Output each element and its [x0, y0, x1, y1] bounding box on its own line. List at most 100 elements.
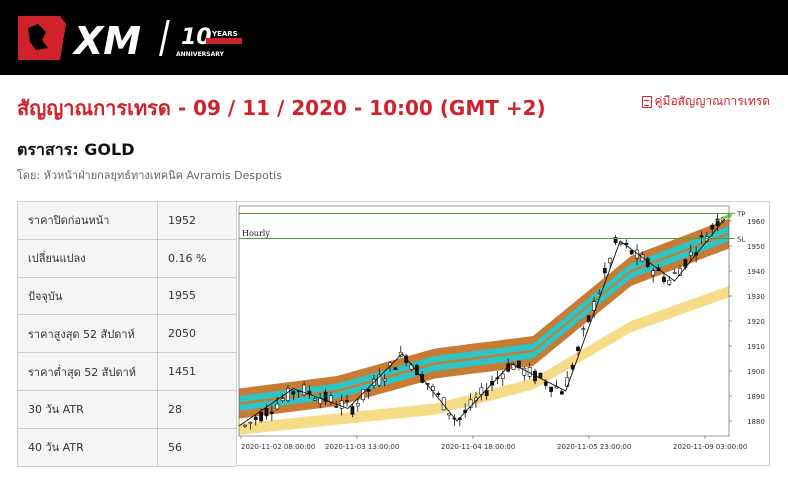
- pdf-icon: [641, 95, 652, 108]
- y-tick-label: 1890: [747, 393, 765, 401]
- candle-body: [329, 395, 333, 403]
- candle-body: [640, 254, 645, 262]
- svg-text:YEARS: YEARS: [211, 30, 238, 38]
- page-title: สัญญาณการเทรด - 09 / 11 / 2020 - 10:00 (…: [17, 96, 546, 120]
- candle-body: [468, 399, 473, 408]
- candle-body: [715, 218, 720, 226]
- stats-value: 1451: [157, 352, 237, 391]
- stats-label: เปลี่ยนแปลง: [17, 238, 158, 278]
- candle-body: [576, 346, 580, 351]
- y-tick-label: 1880: [747, 418, 765, 426]
- y-tick-label: 1960: [747, 218, 765, 226]
- candle-body: [312, 398, 317, 401]
- price-chart-svg: TP SL Hourly 1880 1890 1900 1910 1920 1930 1940 19…: [238, 205, 765, 451]
- x-tick-label: 2020-11-02 08:00:00: [241, 443, 315, 451]
- candle-body: [565, 377, 570, 387]
- candle-body: [264, 407, 269, 417]
- stats-row: ราคาปิดก่อนหน้า 1952: [17, 201, 237, 240]
- lower-band: [239, 286, 729, 435]
- candle-body: [484, 389, 489, 397]
- candle-body: [586, 315, 591, 322]
- zigzag-line: [238, 213, 730, 427]
- y-tick-label: 1910: [747, 343, 765, 351]
- candle-body: [667, 279, 672, 285]
- x-tick-label: 2020-11-04 18:00:00: [441, 443, 515, 451]
- stats-row: ราคาสูงสุด 52 สัปดาห์ 2050: [17, 314, 237, 354]
- candle-body: [602, 268, 607, 274]
- candle-body: [355, 402, 360, 407]
- candle-body: [581, 328, 586, 330]
- level-label: TP: [736, 211, 746, 219]
- candle-body: [613, 237, 618, 244]
- stats-value: 28: [157, 389, 237, 429]
- stats-row: ราคาต่ำสุด 52 สัปดาห์ 1451: [17, 352, 237, 391]
- candle-body: [543, 381, 548, 386]
- candle-body: [366, 388, 371, 392]
- candle-body: [431, 386, 435, 391]
- candle-body: [382, 378, 387, 382]
- candle-body: [243, 424, 247, 427]
- candle-body: [699, 235, 704, 238]
- candle-body: [688, 251, 693, 256]
- candle-body: [345, 400, 349, 402]
- candle-body: [393, 367, 398, 371]
- x-tick-label: 2020-11-03 13:00:00: [325, 443, 399, 451]
- stats-value: 1955: [157, 276, 237, 316]
- signal-arrow: [715, 211, 733, 222]
- stats-row: ปัจจุบัน 1955: [17, 276, 237, 316]
- candle-body: [377, 374, 382, 386]
- candle-body: [286, 388, 290, 401]
- stats-value: 1952: [157, 201, 237, 240]
- candle-body: [275, 403, 280, 410]
- candle-body: [302, 384, 306, 395]
- stats-label: ราคาต่ำสุด 52 สัปดาห์: [17, 352, 158, 391]
- candle-body: [506, 363, 511, 372]
- candle-body: [662, 276, 666, 282]
- svg-text:XM: XM: [72, 19, 141, 62]
- price-chart: TP SL Hourly 1880 1890 1900 1910 1920 1930 1940 19…: [236, 201, 770, 466]
- level-label: SL: [737, 236, 745, 244]
- candle-body: [651, 270, 656, 276]
- stats-value: 0.16 %: [157, 238, 237, 278]
- candle-body: [635, 249, 639, 259]
- candle-body: [672, 272, 677, 274]
- candle-body: [549, 386, 554, 392]
- candle-body: [259, 411, 264, 422]
- candle-body: [447, 413, 451, 416]
- y-tick-label: 1920: [747, 318, 765, 326]
- signal-guide-link[interactable]: คู่มือสัญญาณการเทรด: [641, 92, 771, 111]
- instrument-title: ตราสาร: GOLD: [17, 140, 135, 159]
- signal-guide-label[interactable]: คู่มือสัญญาณการเทรด: [654, 94, 771, 108]
- stats-row: 30 วัน ATR 28: [17, 389, 237, 429]
- candle-body: [597, 291, 602, 294]
- x-tick-label: 2020-11-05 23:00:00: [557, 443, 631, 451]
- svg-text:10: 10: [181, 25, 212, 50]
- candle-body: [608, 257, 613, 264]
- candle-body: [280, 398, 285, 401]
- y-tick-label: 1930: [747, 293, 765, 301]
- candle-body: [323, 391, 328, 402]
- candle-body: [291, 390, 296, 395]
- candle-body: [269, 411, 274, 415]
- top-header-bar: XM 10 YEARS ANNIVERSARY: [0, 0, 788, 75]
- xm-logo[interactable]: XM 10 YEARS ANNIVERSARY: [16, 14, 256, 62]
- stats-value: 56: [157, 427, 237, 467]
- y-tick-label: 1950: [747, 243, 765, 251]
- candle-body: [253, 416, 258, 421]
- author-line: โดย: หัวหน้าฝ่ายกลยุทธ์ทางเทคนิค Avramis…: [17, 169, 282, 182]
- candle-body: [522, 367, 527, 376]
- stats-label: ปัจจุบัน: [17, 276, 158, 316]
- stats-label: ราคาปิดก่อนหน้า: [17, 201, 158, 240]
- candle-body: [436, 393, 441, 395]
- candle-body: [619, 242, 623, 245]
- candle-body: [350, 406, 355, 415]
- stats-table: ราคาปิดก่อนหน้า 1952 เปลี่ยนแปลง 0.16 % ปัจจ…: [17, 201, 237, 467]
- stats-value: 2050: [157, 314, 237, 354]
- stats-label: 30 วัน ATR: [17, 389, 158, 429]
- candle-body: [248, 421, 253, 424]
- x-tick-label: 2020-11-09 03:00:00: [673, 443, 747, 451]
- candle-body: [559, 391, 564, 395]
- stats-label: ราคาสูงสุด 52 สัปดาห์: [17, 314, 158, 354]
- y-tick-label: 1900: [747, 368, 765, 376]
- stats-row: เปลี่ยนแปลง 0.16 %: [17, 238, 237, 278]
